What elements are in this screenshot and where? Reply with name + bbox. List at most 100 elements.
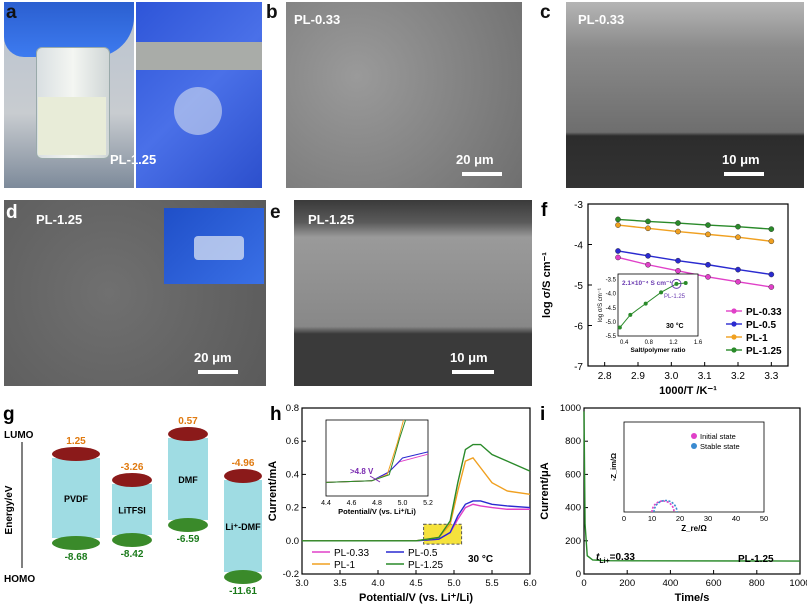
data-point <box>615 254 621 261</box>
sample-label-d: PL-1.25 <box>36 212 83 227</box>
scale-label-b: 20 μm <box>456 152 494 167</box>
scale-bar-b <box>462 172 502 176</box>
data-point <box>645 218 651 225</box>
legend-label: PL-1.25 <box>746 346 782 357</box>
legend-marker <box>731 347 737 353</box>
inset-point <box>674 281 679 286</box>
inset-x-tick-label: 0.8 <box>645 340 654 346</box>
y-tick-label: -4 <box>574 241 583 252</box>
scale-bar-c <box>724 172 764 176</box>
data-point <box>735 223 741 230</box>
y-tick-label: 400 <box>565 503 581 514</box>
inset-x-tick-label: 40 <box>732 514 740 523</box>
homo-label: HOMO <box>4 574 35 585</box>
inset-arrow <box>369 475 381 483</box>
y-tick-label: 0.8 <box>286 403 299 414</box>
x-axis-label: Potential/V (vs. Li⁺/Li) <box>359 592 473 604</box>
x-tick-label: 3.1 <box>698 371 712 382</box>
y-tick-label: 0.4 <box>286 469 299 480</box>
legend-label: PL-0.33 <box>746 307 782 318</box>
lumo-value: -4.96 <box>232 458 255 469</box>
inset-legend-marker <box>691 433 697 439</box>
lumo-orbital <box>224 469 262 483</box>
inset-annotation: 2.1×10⁻⁴ S cm⁻¹ <box>622 280 672 287</box>
panel-label-a: a <box>6 2 17 23</box>
data-point <box>675 257 681 264</box>
x-axis-label: 1000/T /K⁻¹ <box>659 385 717 396</box>
x-tick-label: 4.5 <box>409 578 422 589</box>
inset-y-tick-label: -4.0 <box>606 292 617 298</box>
inset-frame <box>325 419 429 497</box>
data-point <box>768 284 775 290</box>
energy-axis-label: Energy/eV <box>4 485 15 534</box>
lumo-value: -3.26 <box>121 462 144 473</box>
legend-marker <box>731 334 737 340</box>
inset-x-tick-label: 1.6 <box>694 340 703 346</box>
t-subscript: Li+ <box>599 558 609 565</box>
data-point <box>615 216 621 223</box>
panel-h: h 3.0 3.5 4.0 4.5 5.0 5.5 6.0 -0.2 0.0 0.2 0.4 0.6 0… <box>268 403 537 604</box>
sem-image-e <box>294 200 532 386</box>
panel-label-i: i <box>540 404 545 425</box>
lumo-orbital <box>168 427 208 441</box>
inset-y-tick-label: -3.5 <box>606 278 617 284</box>
chart-f: 2.8 2.9 3.0 3.1 3.2 3.3 -3 -4 -5 -6 -7 1000/T /K⁻¹ l… <box>541 200 789 396</box>
molecule-label: LiTFSI <box>118 506 146 516</box>
sem-image-b <box>286 2 522 188</box>
y-tick-label: 800 <box>565 436 581 447</box>
inset-x-label: Z_re/Ω <box>681 524 707 533</box>
inset-line <box>325 419 407 483</box>
x-tick-label: 3.2 <box>731 371 745 382</box>
y-tick-label: 0.0 <box>286 536 299 547</box>
series-line <box>302 503 530 542</box>
inset-point-label: PL-1.25 <box>664 294 686 300</box>
inset-x-tick-label: 30 <box>704 514 712 523</box>
y-tick-label: -3 <box>574 200 583 211</box>
data-point <box>768 238 775 245</box>
data-point <box>645 253 651 259</box>
legend-marker <box>731 321 737 327</box>
homo-orbital <box>168 518 208 532</box>
membrane-inset-photo <box>164 208 264 284</box>
legend-label: PL-0.5 <box>408 548 438 559</box>
energy-gap-bar <box>168 438 208 520</box>
inset-annotation: >4.8 V <box>350 467 374 476</box>
series-line <box>617 224 772 242</box>
sample-label: PL-1.25 <box>738 554 774 565</box>
homo-value: -8.68 <box>65 552 88 563</box>
data-point <box>768 271 775 278</box>
data-point <box>675 268 681 274</box>
y-tick-label: 1000 <box>560 403 581 414</box>
molecule-label: DMF <box>178 475 198 485</box>
data-point <box>675 220 681 226</box>
scale-label-e: 10 μm <box>450 350 488 365</box>
membrane-disc <box>174 87 222 135</box>
y-axis-label: Current/μA <box>539 462 551 520</box>
panel-e: e PL-1.25 10 μm <box>270 200 532 386</box>
homo-value: -11.61 <box>229 586 257 597</box>
panel-d: d PL-1.25 20 μm <box>4 200 266 386</box>
x-tick-label: 5.5 <box>485 578 498 589</box>
lumo-orbital <box>112 473 152 487</box>
panel-b: b PL-0.33 20 μm <box>266 2 524 188</box>
inset-point <box>643 301 648 306</box>
homo-value: -6.59 <box>177 534 200 545</box>
legend-label: PL-0.5 <box>746 320 776 331</box>
lumo-value: 1.25 <box>66 436 86 447</box>
highlight-box <box>423 523 463 545</box>
x-tick-label: 3.0 <box>295 578 308 589</box>
energy-gap-bar <box>112 484 152 535</box>
homo-orbital <box>52 536 100 550</box>
sample-label-e: PL-1.25 <box>308 212 355 227</box>
plot-frame <box>583 407 801 575</box>
legend-label: PL-0.33 <box>334 548 369 559</box>
y-tick-label: 600 <box>565 469 581 480</box>
panel-label-b: b <box>266 2 278 23</box>
inset-x-label: Salt/polymer ratio <box>631 347 686 354</box>
y-tick-label: -5 <box>574 281 583 292</box>
scale-label-c: 10 μm <box>722 152 760 167</box>
inset-legend-marker <box>691 443 697 449</box>
sample-label-c: PL-0.33 <box>578 12 625 27</box>
y-tick-label: 0 <box>576 569 581 580</box>
scale-label-d: 20 μm <box>194 350 232 365</box>
